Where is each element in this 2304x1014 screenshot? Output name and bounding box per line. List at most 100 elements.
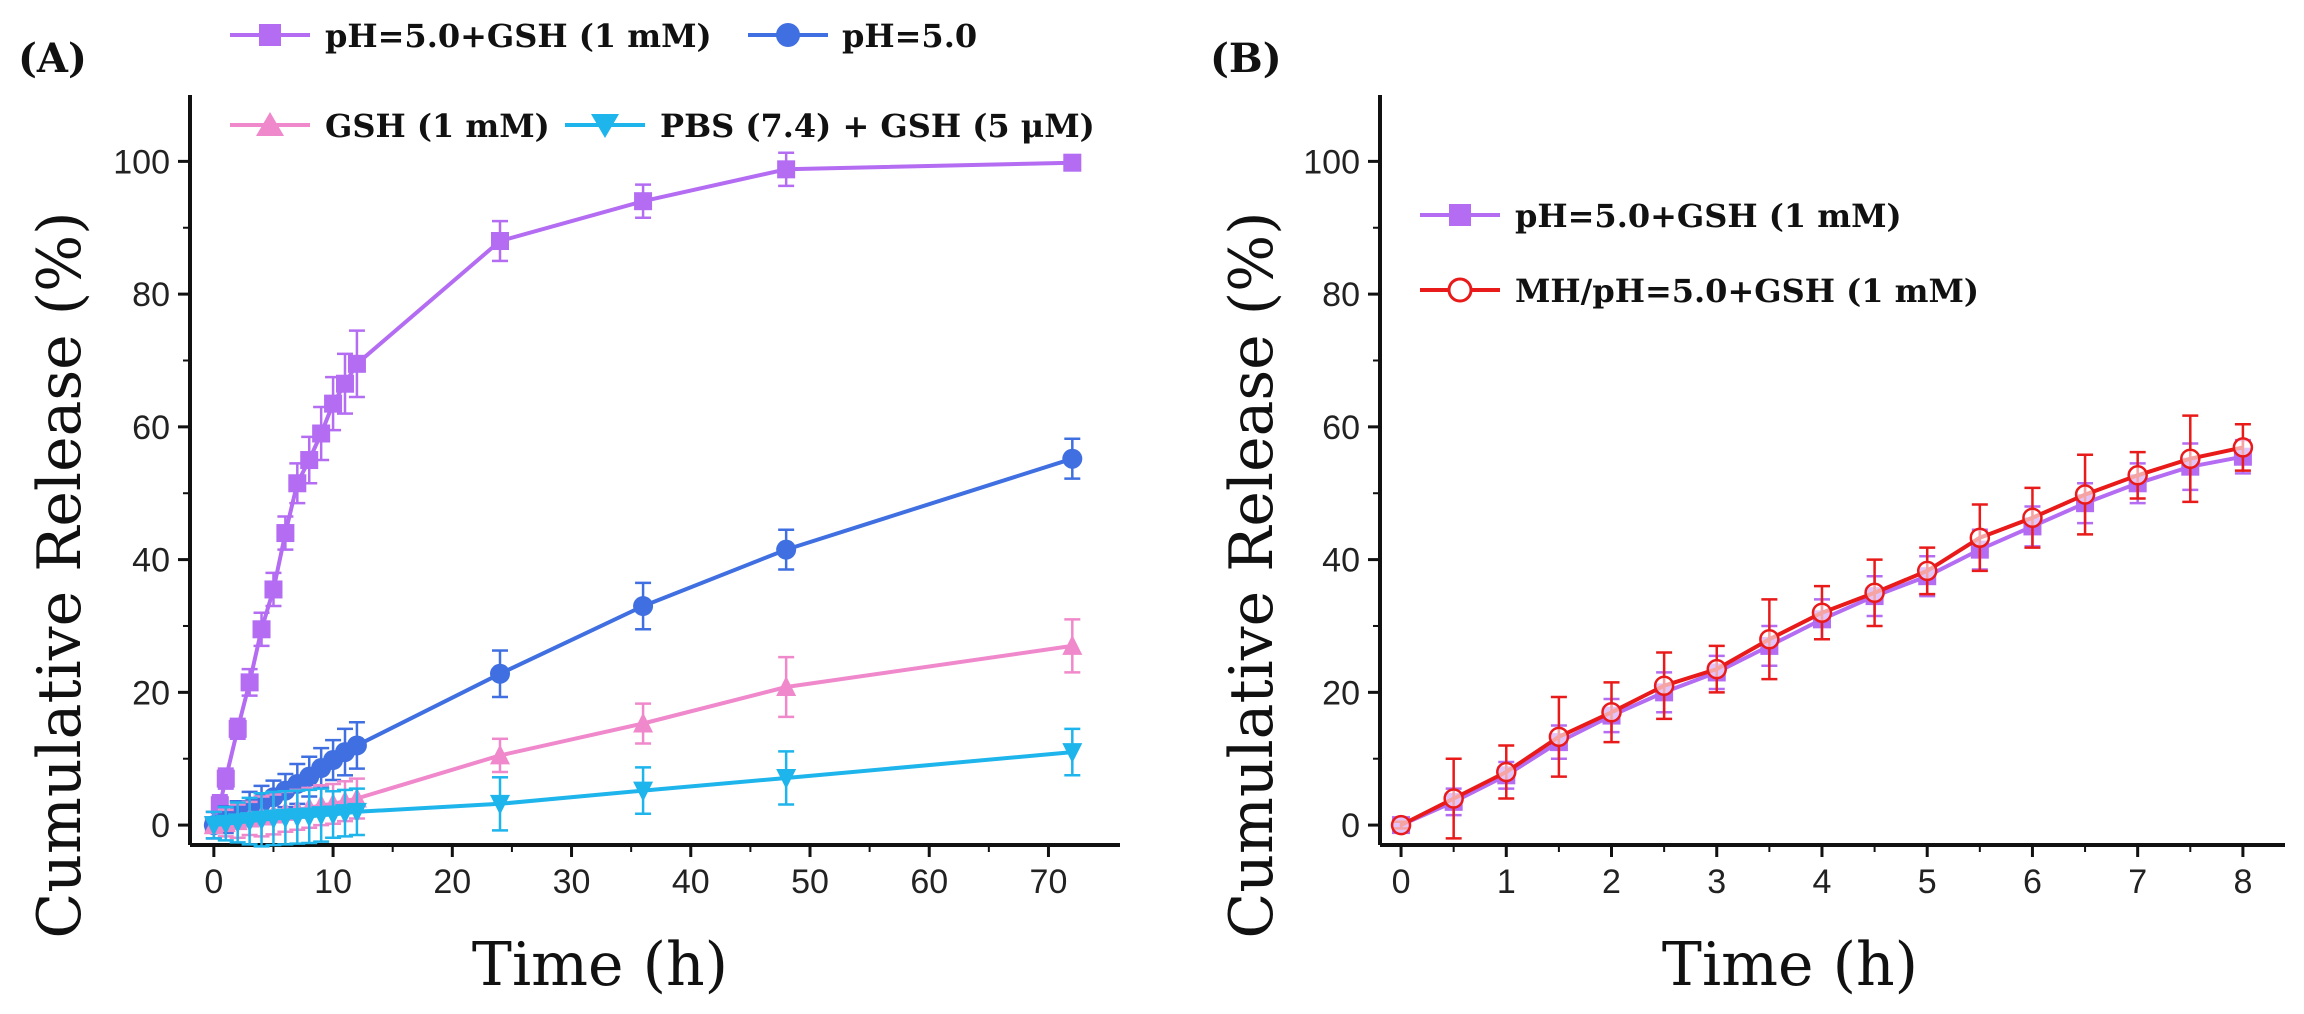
panel-a-series-ph-5-0-gsh-1-mm-point (264, 580, 283, 599)
panel-b-y-tick-label: 20 (1322, 674, 1360, 712)
legend-entry-pbs-gsh[interactable]: PBS (7.4) + GSH (5 μM) (565, 107, 1095, 145)
panel-b-series (1390, 414, 2254, 840)
panel-b-label: (B) (1210, 35, 1282, 82)
panel-b-x-tick-label: 8 (2233, 863, 2252, 901)
panel-b-y-tick-label: 40 (1322, 542, 1360, 580)
panel-a-series-gsh-1-mm-point (633, 712, 654, 733)
legend-marker-pbs-gsh (591, 114, 619, 138)
panel-a-x-tick-label: 40 (672, 863, 710, 901)
panel-a-series-ph-5-0-gsh-1-mm-point (252, 620, 271, 639)
panel-b-series-mh-ph-5-0-gsh-1-mm-point (1443, 788, 1464, 809)
panel-a-series-pbs-7-4-gsh-5-m-point (323, 805, 344, 826)
panel-a-axes: 0 10 20 30 40 50 60 70 0 20 40 60 80 100 (113, 95, 1120, 901)
panel-b-series-mh-ph-5-0-gsh-1-mm-point (1496, 761, 1517, 783)
legend-label-b-mh-ph5-gsh: MH/pH=5.0+GSH (1 mM) (1515, 272, 1979, 310)
panel-a-x-tick-label: 20 (433, 863, 471, 901)
panel-a-y-tick-label: 80 (132, 276, 170, 314)
legend-marker-gsh (256, 112, 284, 136)
panel-a-series-ph-5-0-gsh-1-mm-point (491, 232, 509, 251)
panel-a-series-ph-5-0-point (490, 663, 510, 684)
panel-b-x-tick-label: 0 (1392, 863, 1411, 901)
panel-a-series-ph-5-0-gsh-1-mm (204, 151, 1082, 835)
panel-b-series-mh-ph-5-0-gsh-1-mm-point (1916, 560, 1938, 582)
panel-a-label: (A) (18, 35, 87, 82)
panel-a-legend: pH=5.0+GSH (1 mM) pH=5.0 GSH (1 mM) PBS … (230, 17, 1095, 145)
panel-b-x-tick-label: 3 (1707, 863, 1726, 901)
panel-b-series-mh-ph-5-0-gsh-1-mm-point (1548, 726, 1570, 748)
panel-b-y-tick-label: 80 (1322, 276, 1360, 314)
panel-b-series-mh-ph-5-0-gsh-1-mm-point (1653, 675, 1675, 696)
legend-marker-b-ph5-gsh (1449, 204, 1471, 226)
panel-b-x-tick-label: 1 (1497, 863, 1516, 901)
legend-entry-b-ph5-gsh[interactable]: pH=5.0+GSH (1 mM) (1420, 197, 1902, 235)
panel-a-series-pbs-7-4-gsh-5-m-point (203, 816, 224, 837)
panel-a-y-tick-label: 40 (132, 542, 170, 580)
panel-a-series-pbs-7-4-gsh-5-m-point (227, 813, 248, 834)
panel-a-y-tick-label: 60 (132, 409, 170, 447)
panel-a-y-tick-label: 0 (151, 807, 170, 845)
panel-a-series-pbs-7-4-gsh-5-m-point (776, 768, 797, 789)
panel-a-x-tick-label: 30 (553, 863, 591, 901)
panel-b-legend: pH=5.0+GSH (1 mM) MH/pH=5.0+GSH (1 mM) (1420, 197, 1979, 310)
panel-b-series-mh-ph-5-0-gsh-1-mm-point (1864, 582, 1885, 604)
panel-a-y-tick-label: 20 (132, 674, 170, 712)
panel-a-x-tick-label: 60 (910, 863, 948, 901)
panel-a-x-tick-label: 70 (1030, 863, 1068, 901)
legend-entry-b-mh-ph5-gsh[interactable]: MH/pH=5.0+GSH (1 mM) (1420, 272, 1979, 310)
panel-a-series-pbs-7-4-gsh-5-m-point (1062, 743, 1083, 764)
panel-b-series-mh-ph-5-0-gsh-1-mm-point (1811, 602, 1833, 623)
panel-a-series-ph-5-0-gsh-1-mm-point (324, 394, 343, 413)
panel-b-series-mh-ph-5-0-gsh-1-mm-point (1759, 628, 1780, 650)
panel-a-series-pbs-7-4-gsh-5-m-point (215, 814, 236, 835)
panel-a-y-tick-label: 100 (113, 143, 170, 181)
panel-b-series-mh-ph-5-0-gsh-1-mm-point (2022, 507, 2043, 529)
legend-entry-ph5[interactable]: pH=5.0 (748, 17, 977, 55)
panel-b-series-mh-ph-5-0-gsh-1-mm (1390, 414, 2254, 840)
panel-a-series-ph-5-0-gsh-1-mm-point (312, 424, 331, 443)
panel-a-x-axis-title: Time (h) (472, 930, 728, 1000)
panel-a-series-ph-5-0-point (633, 596, 654, 617)
panel-a-x-tick-label: 50 (791, 863, 829, 901)
panel-a-series-ph-5-0-gsh-1-mm-point (240, 673, 259, 692)
panel-b-series-mh-ph-5-0-gsh-1-mm-point (2180, 448, 2201, 469)
legend-entry-ph5-gsh[interactable]: pH=5.0+GSH (1 mM) (230, 17, 712, 55)
panel-a-x-tick-label: 0 (204, 863, 223, 901)
panel-a-x-tick-label: 10 (314, 863, 352, 901)
panel-b-series-mh-ph-5-0-gsh-1-mm-point (1601, 702, 1622, 723)
panel-a-series-pbs-7-4-gsh-5-m-point (299, 807, 320, 828)
panel-b-x-tick-label: 7 (2128, 863, 2147, 901)
panel-a-series-ph-5-0-point (776, 539, 797, 560)
panel-a-series-pbs-7-4-gsh-5-m-point (490, 794, 510, 815)
panel-a-series-ph-5-0-gsh-1-mm-point (228, 719, 247, 738)
panel-b-x-axis-title: Time (h) (1662, 930, 1918, 1000)
legend-label-pbs-gsh: PBS (7.4) + GSH (5 μM) (660, 107, 1095, 145)
legend-label-b-ph5-gsh: pH=5.0+GSH (1 mM) (1515, 197, 1902, 235)
panel-a-series-ph-5-0-gsh-1-mm-point (347, 354, 366, 373)
panel-b-y-tick-label: 60 (1322, 409, 1360, 447)
panel-a-series-ph-5-0-gsh-1-mm-point (276, 524, 295, 543)
panel-b-series-ph-5-0-gsh-1-mm-line (1400, 454, 2244, 827)
panel-b-y-axis-title: Cumulative Release (%) (1217, 211, 1287, 938)
panel-b-x-tick-label: 5 (1918, 863, 1937, 901)
panel-a-series-gsh-1-mm-point (1062, 634, 1083, 655)
panel-b-x-tick-label: 6 (2023, 863, 2042, 901)
panel-a-series-ph-5-0-point (346, 735, 367, 756)
panel-a-series (203, 151, 1083, 848)
panel-a-series-ph-5-0-gsh-1-mm-point (634, 192, 653, 211)
legend-marker-ph5 (776, 23, 800, 47)
panel-a-series-ph-5-0-gsh-1-mm-point (777, 160, 796, 179)
panel-a-series-pbs-7-4-gsh-5-m-point (633, 781, 654, 802)
panel-b-y-tick-label: 0 (1341, 807, 1360, 845)
legend-marker-ph5-gsh (259, 24, 281, 46)
panel-a-series-ph-5-0-gsh-1-mm-point (1063, 153, 1082, 172)
panel-b-x-tick-label: 2 (1602, 863, 1621, 901)
panel-a-series-gsh-1-mm-point (776, 676, 797, 697)
legend-entry-gsh[interactable]: GSH (1 mM) (230, 107, 550, 145)
panel-a-series-gsh-1-mm-point (490, 744, 510, 765)
panel-b-series-mh-ph-5-0-gsh-1-mm-point (2232, 437, 2254, 458)
panel-b-x-tick-label: 4 (1813, 863, 1832, 901)
panel-b-y-tick-label: 100 (1303, 143, 1360, 181)
panel-a-series-pbs-7-4-gsh-5-m (203, 727, 1083, 848)
